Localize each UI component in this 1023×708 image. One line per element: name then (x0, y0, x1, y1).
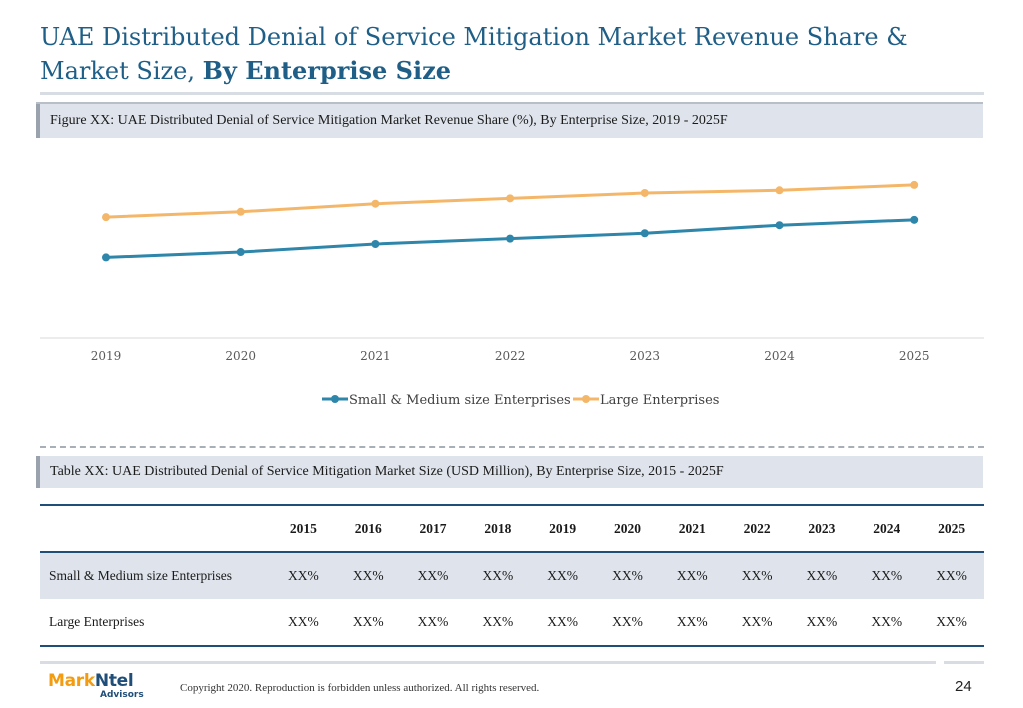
table-cell: XX% (871, 568, 903, 583)
table-cell: XX% (335, 599, 401, 647)
data-point (102, 213, 110, 222)
title-divider (40, 92, 984, 95)
x-tick-label: 2023 (630, 349, 661, 363)
table-year-header: 2024 (854, 504, 920, 553)
data-point (236, 248, 245, 257)
data-point (775, 186, 784, 195)
table-row-label: Small & Medium size Enterprises (49, 568, 232, 583)
table-cell: XX% (612, 568, 643, 583)
table-cell: XX% (676, 568, 708, 583)
data-point (506, 234, 515, 243)
table-row-label: Large Enterprises (40, 599, 271, 647)
table-cell: XX% (806, 568, 838, 583)
data-point (910, 215, 919, 224)
data-point (371, 199, 380, 208)
table-cell: XX% (854, 599, 920, 647)
table-year-header: 2025 (919, 504, 984, 553)
table-cell: XX% (417, 568, 449, 583)
data-point (236, 207, 245, 216)
table-cell: XX% (547, 568, 579, 583)
data-point (910, 180, 919, 189)
table-cell: XX% (530, 599, 596, 647)
table-year-header: 2018 (465, 504, 531, 553)
table-row: Large Enterprises XX% XX% XX% XX% XX% XX% XX% XX… (40, 599, 984, 647)
marknel-logo: MarkNtel Advisors (48, 671, 144, 700)
x-tick-label: 2025 (899, 349, 930, 363)
legend-label: Small & Medium size Enterprises (349, 393, 571, 408)
data-point (640, 229, 649, 238)
x-tick-label: 2020 (225, 349, 256, 363)
x-tick-label: 2019 (91, 349, 122, 363)
table-cell: XX% (595, 599, 660, 647)
table-cell: XX% (465, 599, 531, 647)
footer-divider (40, 661, 984, 664)
table-header-row: 2015 2016 2017 2018 2019 2020 2021 2022 2023 2024… (40, 504, 984, 553)
section-divider (40, 446, 984, 448)
table-year-header: 2015 (271, 504, 336, 553)
data-point (506, 194, 515, 203)
table-cell: XX% (288, 568, 319, 583)
page-title-regular: UAE Distributed Denial of Service Mitiga… (40, 23, 908, 85)
table-cell: XX% (352, 568, 384, 583)
table-year-header: 2021 (659, 504, 725, 553)
data-point (371, 240, 380, 248)
legend-swatch-marker (582, 395, 590, 403)
x-tick-label: 2022 (495, 349, 526, 363)
table-cell: XX% (482, 568, 514, 583)
table-caption: Table XX: UAE Distributed Denial of Serv… (36, 456, 983, 488)
table-year-header: 2023 (789, 504, 855, 553)
data-point (775, 221, 784, 230)
data-point (102, 253, 110, 262)
table-cell: XX% (789, 599, 855, 647)
table-cell: XX% (741, 568, 773, 583)
table-header-corner (40, 504, 271, 553)
table-row: Small & Medium size Enterprises XX% XX% XX%… (40, 552, 984, 599)
table-cell: XX% (724, 599, 790, 647)
figure-caption: Figure XX: UAE Distributed Denial of Ser… (36, 104, 983, 138)
market-size-table: 2015 2016 2017 2018 2019 2020 2021 2022 2023 2024… (40, 504, 984, 647)
table-cell: XX% (919, 599, 984, 647)
table-year-header: 2019 (530, 504, 596, 553)
table-cell: XX% (659, 599, 725, 647)
table-year-header: 2017 (400, 504, 466, 553)
page-title: UAE Distributed Denial of Service Mitiga… (40, 20, 990, 88)
line-chart: 2019 2020 2021 2022 2023 2024 2025 Small & Medi… (40, 180, 984, 408)
copyright-text: Copyright 2020. Reproduction is forbidde… (180, 682, 540, 694)
table-year-header: 2022 (724, 504, 790, 553)
legend-label: Large Enterprises (600, 393, 719, 408)
page-title-bold: By Enterprise Size (202, 56, 451, 85)
table-cell: XX% (271, 599, 336, 647)
legend-swatch-marker (331, 395, 339, 403)
x-tick-label: 2024 (764, 349, 795, 363)
table-cell: XX% (400, 599, 466, 647)
data-point (640, 188, 649, 197)
table-year-header: 2016 (335, 504, 401, 553)
table-year-header: 2020 (595, 504, 660, 553)
x-tick-label: 2021 (360, 349, 391, 363)
table-cell: XX% (936, 568, 967, 583)
page-number: 24 (955, 678, 972, 695)
